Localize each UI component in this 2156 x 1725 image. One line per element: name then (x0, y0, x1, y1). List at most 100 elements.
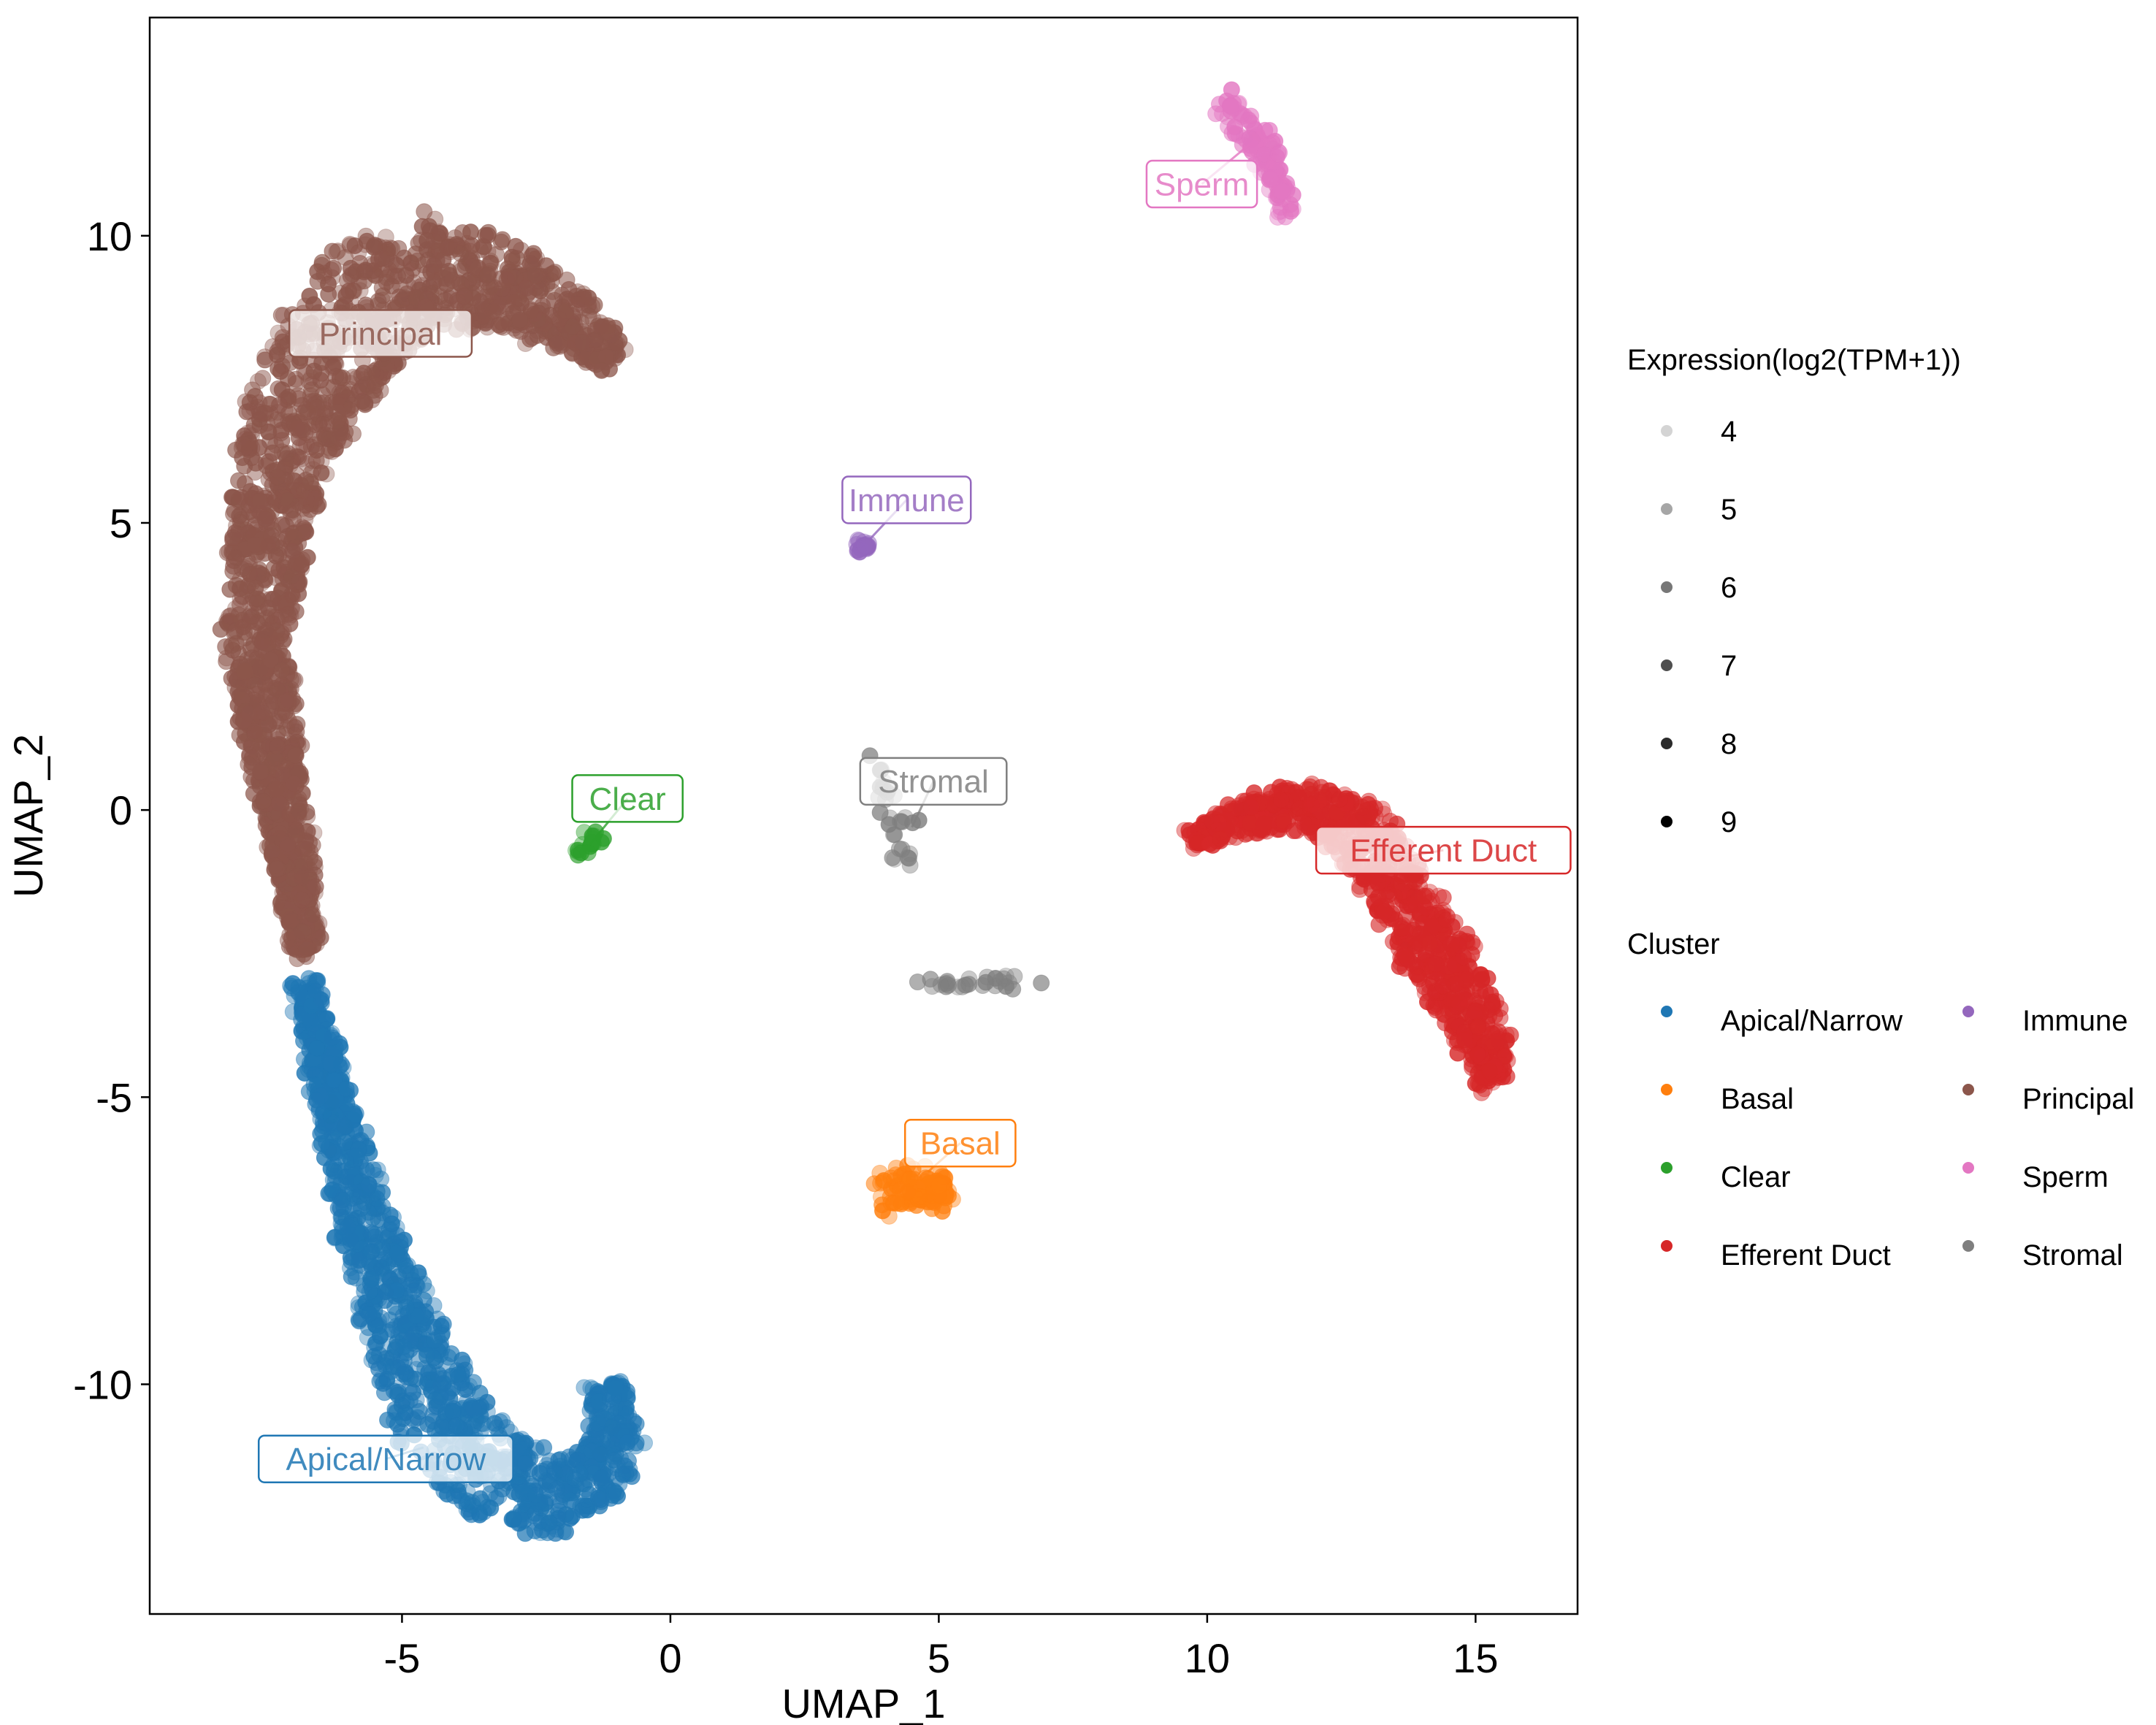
point-principal (288, 419, 306, 437)
point-efferent-duct (1450, 994, 1468, 1011)
point-apical-narrow (364, 1161, 382, 1179)
point-principal (323, 261, 340, 279)
point-principal (309, 272, 326, 290)
point-principal (567, 295, 585, 313)
point-principal (271, 397, 288, 414)
legend-key-efferent-duct (1661, 1240, 1673, 1252)
point-apical-narrow (503, 1510, 521, 1528)
y-axis-title: UMAP_2 (5, 734, 51, 898)
point-stromal (886, 850, 903, 868)
point-efferent-duct (1421, 935, 1439, 952)
point-apical-narrow (425, 1297, 443, 1315)
point-apical-narrow (308, 1039, 326, 1057)
point-principal (227, 635, 245, 652)
legend-key-clear (1661, 1162, 1673, 1174)
point-principal (270, 795, 288, 812)
point-efferent-duct (1410, 968, 1427, 985)
legend-label-principal: Principal (2022, 1083, 2134, 1115)
point-principal (505, 294, 523, 311)
cluster-legend: Cluster Apical/NarrowBasalClearEfferent … (1627, 928, 2134, 1271)
point-principal (281, 615, 299, 632)
point-apical-narrow (336, 1117, 353, 1135)
point-principal (229, 683, 247, 700)
point-principal (285, 775, 302, 792)
point-apical-narrow (448, 1417, 465, 1434)
point-apical-narrow (313, 991, 330, 1009)
point-apical-narrow (608, 1460, 625, 1477)
size-legend-label: 4 (1721, 416, 1737, 448)
point-principal (248, 686, 265, 703)
legend-label-stromal: Stromal (2022, 1239, 2123, 1271)
x-tick-label: 15 (1453, 1635, 1498, 1681)
point-principal (337, 249, 354, 267)
point-basal (899, 1183, 917, 1201)
point-stromal (995, 970, 1012, 987)
point-apical-narrow (362, 1244, 379, 1261)
point-principal (236, 662, 253, 680)
point-clear (579, 844, 597, 861)
point-efferent-duct (1272, 791, 1290, 808)
point-principal (503, 252, 521, 269)
point-apical-narrow (366, 1339, 383, 1356)
y-tick-label: 10 (87, 213, 132, 259)
point-efferent-duct (1469, 1019, 1487, 1036)
point-efferent-duct (1353, 798, 1371, 816)
point-principal (272, 307, 290, 324)
point-principal (293, 869, 310, 887)
point-apical-narrow (474, 1493, 492, 1511)
point-apical-narrow (440, 1349, 457, 1366)
point-principal (240, 705, 258, 722)
point-sperm (1269, 209, 1286, 226)
point-principal (299, 504, 317, 521)
point-principal (248, 650, 266, 668)
point-principal (546, 264, 564, 281)
size-legend-title: Expression(log2(TPM+1)) (1627, 344, 1961, 376)
label-text: Immune (849, 483, 965, 519)
point-principal (367, 377, 384, 394)
point-apical-narrow (307, 1091, 325, 1109)
legend-key-apical-narrow (1661, 1006, 1673, 1017)
point-efferent-duct (1255, 815, 1272, 833)
point-principal (307, 878, 324, 895)
point-sperm (1242, 107, 1260, 125)
point-apical-narrow (322, 1107, 340, 1125)
legend-label-sperm: Sperm (2022, 1161, 2109, 1193)
point-apical-narrow (564, 1451, 581, 1469)
point-principal (284, 543, 302, 560)
point-principal (233, 489, 251, 506)
point-principal (212, 621, 229, 638)
point-apical-narrow (619, 1434, 636, 1451)
point-apical-narrow (437, 1404, 454, 1421)
point-principal (365, 239, 383, 256)
point-principal (332, 284, 349, 302)
point-sperm (1274, 183, 1291, 200)
point-apical-narrow (562, 1492, 579, 1510)
point-principal (265, 489, 283, 507)
point-stromal (977, 974, 995, 991)
point-principal (452, 245, 470, 262)
x-axis: -5 0 5 10 15 (384, 1614, 1499, 1681)
point-efferent-duct (1360, 873, 1377, 890)
point-efferent-duct (1301, 816, 1319, 833)
point-efferent-duct (1466, 1003, 1483, 1020)
point-efferent-duct (1212, 830, 1229, 848)
label-text: Basal (920, 1126, 1001, 1162)
point-principal (456, 288, 473, 305)
point-principal (233, 511, 251, 529)
point-apical-narrow (418, 1347, 435, 1364)
point-apical-narrow (377, 1283, 394, 1301)
y-tick-label: -10 (73, 1361, 132, 1407)
legend-label-efferent-duct: Efferent Duct (1721, 1239, 1891, 1271)
point-principal (293, 891, 310, 909)
point-apical-narrow (391, 1246, 408, 1263)
point-apical-narrow (377, 1357, 394, 1374)
point-efferent-duct (1427, 955, 1445, 973)
point-principal (293, 397, 310, 414)
point-efferent-duct (1473, 971, 1491, 989)
point-principal (511, 311, 529, 329)
point-apical-narrow (383, 1215, 400, 1233)
point-principal (304, 906, 321, 923)
point-principal (356, 394, 374, 411)
point-principal (272, 424, 290, 442)
